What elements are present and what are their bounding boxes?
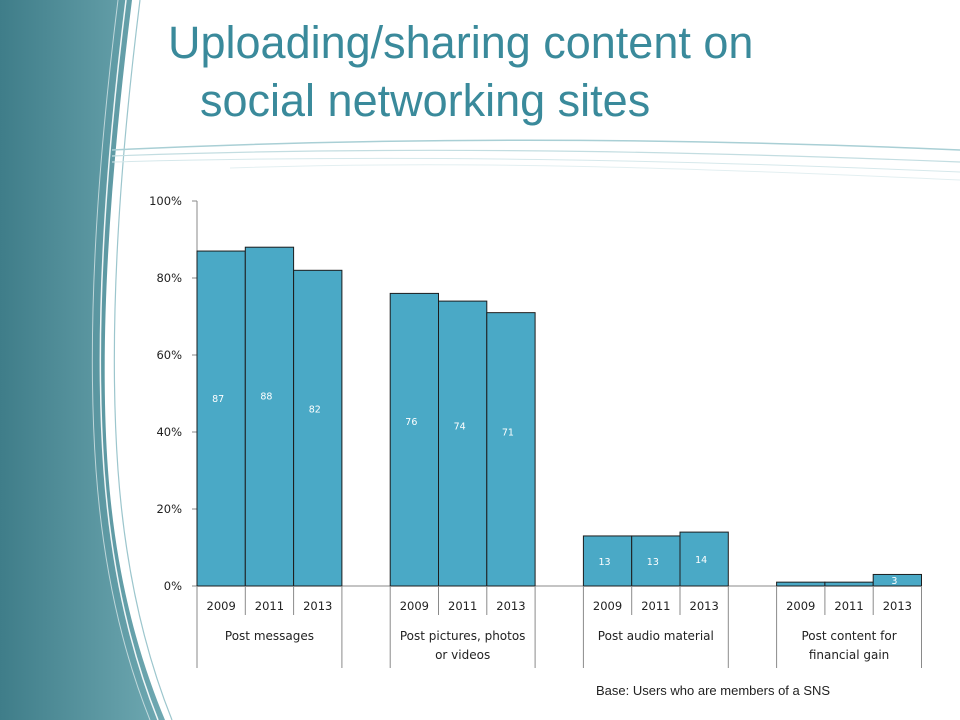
swoosh-line	[91, 0, 151, 720]
swoosh-line	[113, 0, 173, 720]
x-tick-label-year: 2013	[303, 599, 332, 613]
x-tick-label-year: 2011	[641, 599, 670, 613]
bar	[293, 269, 343, 587]
x-tick-label-year: 2013	[496, 599, 525, 613]
bar-data-label: 88	[260, 392, 272, 403]
x-tick-label-year: 2011	[834, 599, 863, 613]
base-footnote: Base: Users who are members of a SNS	[596, 683, 831, 698]
left-side-panel	[0, 0, 165, 720]
x-tick-label-year: 2013	[883, 599, 912, 613]
x-tick-label-year: 2009	[786, 599, 815, 613]
bar	[776, 581, 826, 587]
bar-data-label: 71	[502, 428, 514, 439]
bar-data-label: 14	[695, 555, 707, 566]
x-group-label: Post content for	[801, 629, 896, 643]
x-group-label: or videos	[435, 648, 490, 662]
bar-data-label: 74	[454, 421, 466, 432]
swoosh-line	[111, 139, 960, 151]
x-tick-label-year: 2011	[255, 599, 284, 613]
x-tick-label-year: 2009	[400, 599, 429, 613]
bar-data-label: 76	[405, 417, 417, 428]
x-tick-label-year: 2011	[448, 599, 477, 613]
x-tick-label-year: 2013	[690, 599, 719, 613]
swoosh-line	[229, 164, 960, 181]
y-tick-label: 40%	[156, 425, 182, 439]
y-tick-label: 80%	[156, 271, 182, 285]
bar	[389, 292, 440, 587]
slide-title-line-1: Uploading/sharing content on	[168, 17, 754, 68]
bar-data-label: 82	[309, 404, 321, 415]
slide-title-line-2: social networking sites	[200, 75, 651, 126]
swoosh-line	[111, 149, 960, 163]
bar	[438, 300, 488, 587]
bar-data-label: 3	[891, 576, 897, 587]
bar	[679, 531, 729, 587]
bar	[486, 312, 536, 587]
bar	[824, 581, 874, 587]
swoosh-line	[111, 157, 960, 173]
y-tick-label: 100%	[149, 194, 182, 208]
x-group-label: Post audio material	[598, 629, 714, 643]
x-group-label: financial gain	[809, 648, 889, 662]
swoosh-line	[99, 0, 159, 720]
bar	[872, 573, 923, 587]
bar	[196, 250, 246, 587]
bar	[244, 246, 295, 587]
bar-data-label: 87	[212, 394, 224, 405]
x-group-label: Post pictures, photos	[400, 629, 526, 643]
x-tick-label-year: 2009	[207, 599, 236, 613]
x-group-label: Post messages	[225, 629, 314, 643]
bar-data-label: 13	[647, 557, 659, 568]
y-tick-label: 0%	[164, 579, 182, 593]
x-tick-label-year: 2009	[593, 599, 622, 613]
y-tick-label: 60%	[156, 348, 182, 362]
y-tick-label: 20%	[156, 502, 182, 516]
bar-data-label: 13	[599, 557, 611, 568]
